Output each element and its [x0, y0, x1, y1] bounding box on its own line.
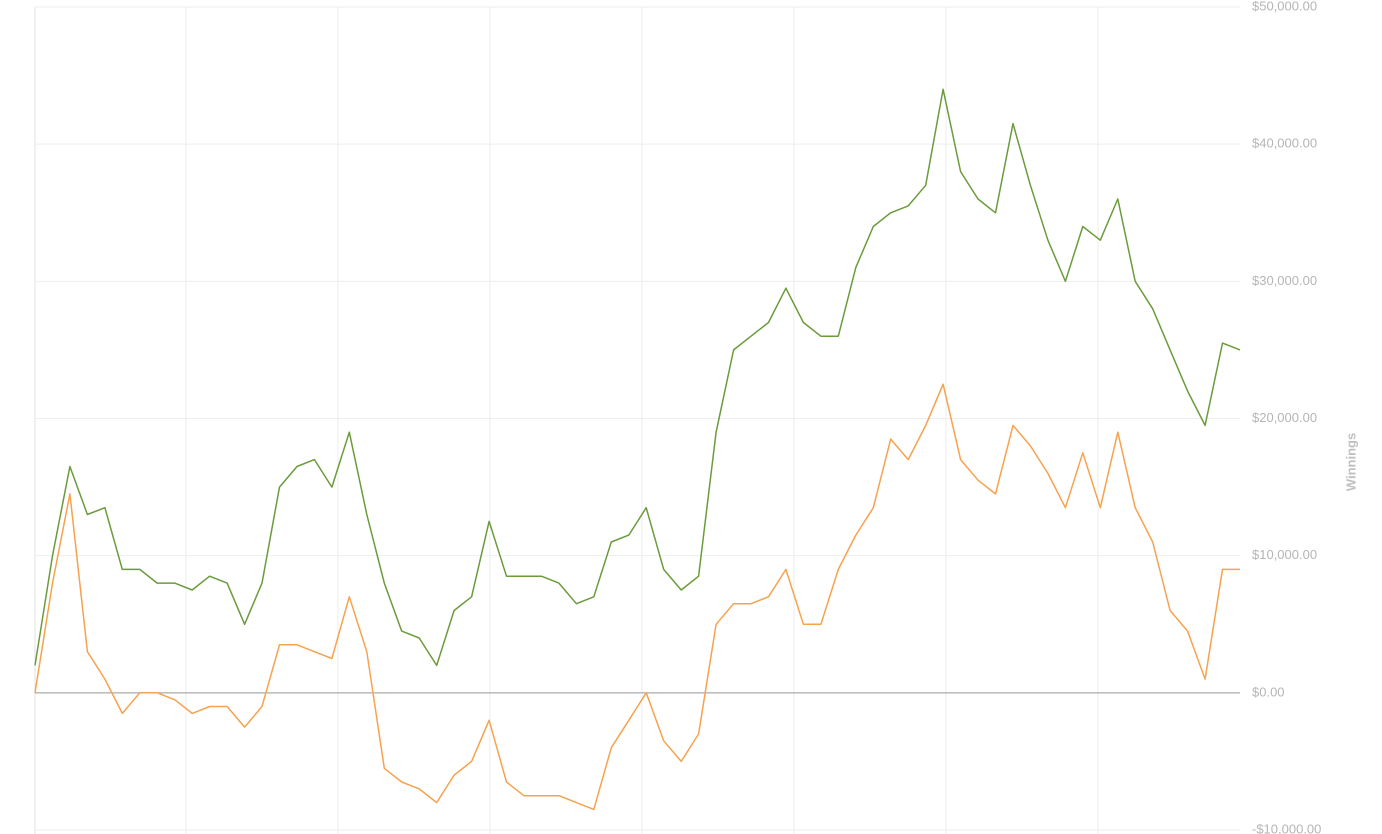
y-tick-label: $20,000.00: [1252, 410, 1317, 425]
y-tick-label: $0.00: [1252, 684, 1285, 699]
series-line: [34, 88, 1241, 667]
x-grid: [34, 7, 1099, 834]
y-tick-label: $30,000.00: [1252, 273, 1317, 288]
y-tick-label: $50,000.00: [1252, 0, 1317, 13]
series-line: [34, 383, 1240, 811]
y-tick-label: $10,000.00: [1252, 547, 1317, 562]
y-axis-title: Winnings: [1343, 433, 1358, 491]
y-tick-label: $40,000.00: [1252, 136, 1317, 151]
y-tick-label: -$10,000.00: [1252, 821, 1321, 834]
